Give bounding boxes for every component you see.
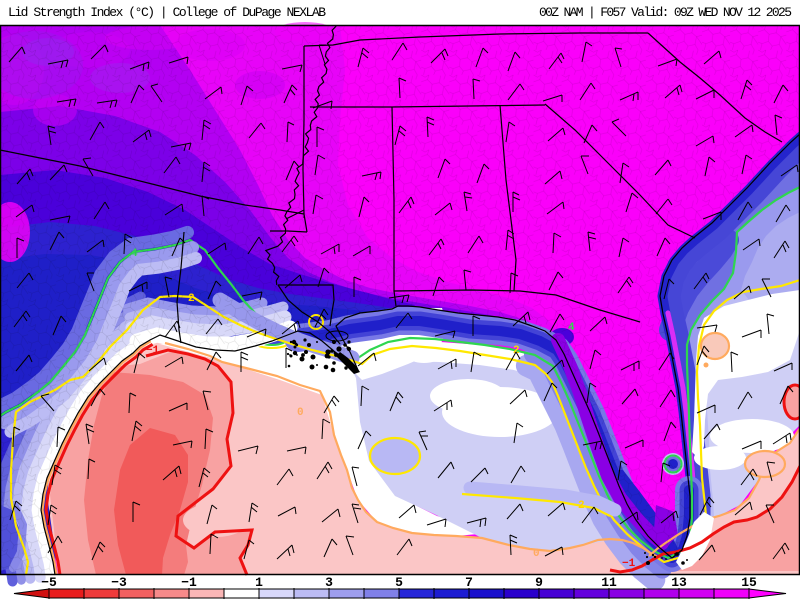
svg-text:1: 1: [255, 575, 263, 590]
svg-text:0: 0: [297, 407, 304, 419]
svg-text:00Z NAM | F057 Valid: 09Z WED: 00Z NAM | F057 Valid: 09Z WED NOV 12 202…: [539, 5, 792, 20]
svg-text:5: 5: [395, 575, 403, 590]
svg-text:−1: −1: [622, 558, 636, 570]
svg-text:−5: −5: [41, 575, 57, 590]
svg-text:−1: −1: [181, 575, 197, 590]
svg-text:0: 0: [533, 548, 540, 560]
svg-text:2: 2: [513, 345, 520, 357]
svg-text:11: 11: [601, 575, 617, 590]
svg-text:−3: −3: [111, 575, 127, 590]
svg-text:15: 15: [741, 575, 757, 590]
svg-text:2: 2: [578, 500, 585, 512]
svg-text:7: 7: [465, 575, 473, 590]
svg-text:13: 13: [671, 575, 687, 590]
svg-text:−1: −1: [146, 345, 160, 357]
svg-text:9: 9: [535, 575, 543, 590]
svg-text:Lid Strength Index (°C) | Coll: Lid Strength Index (°C) | College of DuP…: [8, 5, 326, 20]
svg-text:3: 3: [325, 575, 333, 590]
